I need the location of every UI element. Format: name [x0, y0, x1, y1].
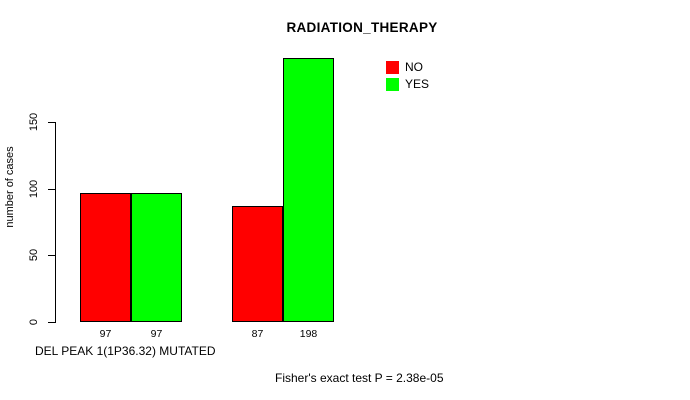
- y-tick-label: 150: [28, 112, 40, 132]
- bar-value-label: 97: [99, 328, 112, 340]
- legend-item: NO: [386, 60, 429, 74]
- y-tick: [48, 122, 55, 123]
- bar-value-label: 97: [150, 328, 163, 340]
- bar-yes: [131, 192, 182, 322]
- chart-title: RADIATION_THERAPY: [286, 20, 438, 35]
- legend-label: YES: [405, 77, 430, 91]
- y-tick-label: 0: [28, 318, 40, 326]
- y-tick: [48, 188, 55, 190]
- legend-label: NO: [405, 60, 423, 74]
- bar-value-label: 87: [251, 328, 264, 340]
- legend-swatch: [386, 60, 399, 74]
- y-axis-line: [55, 122, 56, 323]
- y-axis-label: number of cases: [4, 146, 16, 228]
- legend: NO YES: [386, 60, 429, 91]
- bar-no: [232, 206, 283, 322]
- y-tick: [48, 322, 55, 323]
- y-tick: [48, 255, 55, 257]
- y-tick-label: 50: [28, 249, 40, 262]
- bar-yes: [283, 58, 334, 322]
- bar-value-label: 198: [299, 328, 318, 340]
- x-axis-label: DEL PEAK 1(1P36.32) MUTATED: [35, 344, 216, 358]
- legend-swatch: [386, 77, 399, 91]
- bar-no: [80, 192, 131, 322]
- y-tick-label: 100: [28, 179, 40, 198]
- stat-annotation: Fisher's exact test P = 2.38e-05: [275, 371, 444, 385]
- legend-item: YES: [386, 77, 429, 91]
